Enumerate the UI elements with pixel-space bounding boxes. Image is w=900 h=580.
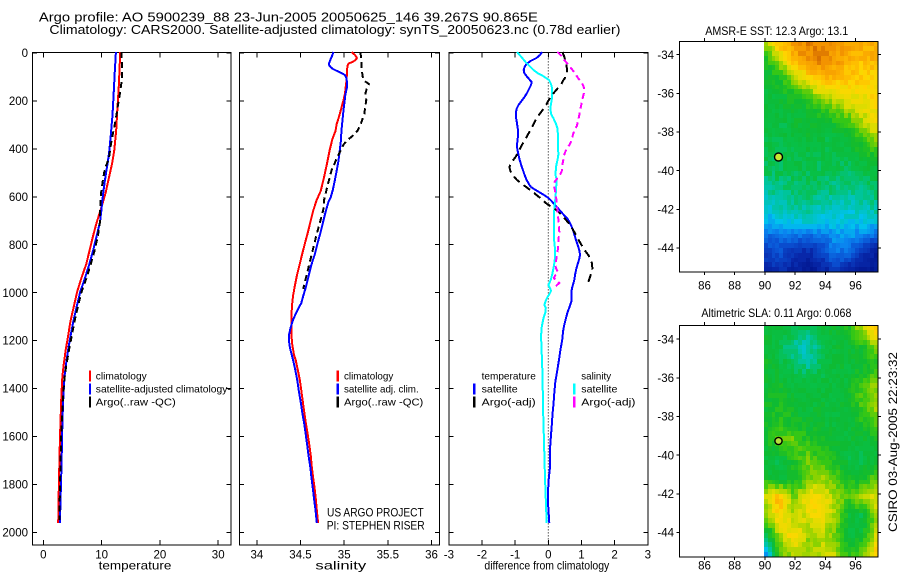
svg-text:36: 36 bbox=[425, 550, 438, 562]
svg-text:3: 3 bbox=[645, 550, 651, 562]
svg-text:96: 96 bbox=[849, 560, 862, 572]
svg-text:-42: -42 bbox=[657, 489, 674, 501]
svg-text:-1: -1 bbox=[510, 550, 520, 562]
svg-text:-34: -34 bbox=[657, 334, 674, 346]
svg-text:0: 0 bbox=[22, 48, 28, 60]
svg-text:-42: -42 bbox=[657, 204, 674, 216]
svg-text:-38: -38 bbox=[657, 412, 674, 424]
svg-text:-2: -2 bbox=[477, 550, 487, 562]
svg-text:-44: -44 bbox=[657, 528, 674, 540]
svg-text:94: 94 bbox=[819, 560, 832, 572]
svg-text:0: 0 bbox=[545, 550, 551, 562]
svg-text:92: 92 bbox=[789, 281, 802, 293]
svg-text:US ARGO PROJECT: US ARGO PROJECT bbox=[327, 506, 424, 520]
svg-text:1400: 1400 bbox=[2, 384, 28, 396]
svg-text:90: 90 bbox=[759, 560, 772, 572]
svg-text:salinity: salinity bbox=[315, 559, 366, 573]
svg-text:86: 86 bbox=[698, 560, 711, 572]
svg-text:1200: 1200 bbox=[2, 336, 28, 348]
svg-text:86: 86 bbox=[698, 281, 711, 293]
svg-text:1: 1 bbox=[578, 550, 584, 562]
svg-text:Altimetric SLA: 0.11 Argo: 0.0: Altimetric SLA: 0.11 Argo: 0.068 bbox=[701, 306, 851, 320]
svg-text:30: 30 bbox=[212, 550, 225, 562]
svg-text:0: 0 bbox=[40, 550, 46, 562]
svg-text:600: 600 bbox=[9, 192, 28, 204]
svg-text:-40: -40 bbox=[657, 166, 674, 178]
svg-text:94: 94 bbox=[819, 281, 832, 293]
svg-text:AMSR-E SST: 12.3 Argo: 13.1: AMSR-E SST: 12.3 Argo: 13.1 bbox=[705, 24, 848, 38]
svg-text:400: 400 bbox=[9, 144, 28, 156]
svg-text:34.5: 34.5 bbox=[289, 550, 311, 562]
svg-text:-36: -36 bbox=[657, 89, 674, 101]
svg-text:temperature: temperature bbox=[99, 559, 172, 573]
svg-text:satellite: satellite bbox=[581, 384, 617, 396]
svg-text:salinity: salinity bbox=[581, 371, 611, 383]
svg-text:2000: 2000 bbox=[2, 527, 28, 539]
svg-text:climatology: climatology bbox=[96, 371, 148, 383]
svg-text:Climatology: CARS2000. Satelli: Climatology: CARS2000. Satellite-adjuste… bbox=[49, 22, 620, 37]
svg-text:1000: 1000 bbox=[2, 288, 28, 300]
svg-text:-3: -3 bbox=[444, 550, 454, 562]
svg-text:satellite-adjusted climatology: satellite-adjusted climatology- bbox=[96, 384, 231, 396]
svg-text:35: 35 bbox=[338, 550, 351, 562]
svg-text:1600: 1600 bbox=[2, 432, 28, 444]
svg-text:88: 88 bbox=[728, 281, 741, 293]
svg-text:Argo profile: AO 5900239_88 23: Argo profile: AO 5900239_88 23-Jun-2005 … bbox=[39, 10, 538, 25]
svg-text:-44: -44 bbox=[657, 243, 674, 255]
svg-text:temperature: temperature bbox=[482, 371, 536, 383]
svg-text:-34: -34 bbox=[657, 50, 674, 62]
svg-text:-38: -38 bbox=[657, 127, 674, 139]
svg-text:difference from climatology: difference from climatology bbox=[484, 559, 609, 573]
svg-text:CSIRO 03-Aug-2005 22:23:32: CSIRO 03-Aug-2005 22:23:32 bbox=[888, 352, 900, 532]
svg-text:-40: -40 bbox=[657, 450, 674, 462]
svg-text:Argo(-adj): Argo(-adj) bbox=[482, 397, 536, 409]
svg-text:Argo(..raw -QC): Argo(..raw -QC) bbox=[344, 397, 423, 409]
svg-text:88: 88 bbox=[728, 560, 741, 572]
svg-text:PI: STEPHEN RISER: PI: STEPHEN RISER bbox=[327, 518, 425, 532]
svg-text:2: 2 bbox=[611, 550, 617, 562]
svg-text:200: 200 bbox=[9, 96, 28, 108]
svg-text:96: 96 bbox=[849, 281, 862, 293]
svg-text:800: 800 bbox=[9, 240, 28, 252]
svg-text:-36: -36 bbox=[657, 373, 674, 385]
svg-text:20: 20 bbox=[154, 550, 167, 562]
svg-text:92: 92 bbox=[789, 560, 802, 572]
svg-text:satellite: satellite bbox=[482, 384, 518, 396]
svg-text:Argo(..raw -QC): Argo(..raw -QC) bbox=[96, 397, 176, 409]
svg-text:34: 34 bbox=[251, 550, 264, 562]
svg-text:satellite adj. clim.: satellite adj. clim. bbox=[344, 384, 419, 396]
svg-text:35.5: 35.5 bbox=[377, 550, 399, 562]
svg-text:Argo(-adj): Argo(-adj) bbox=[581, 397, 635, 409]
svg-text:10: 10 bbox=[95, 550, 108, 562]
svg-text:climatology: climatology bbox=[344, 371, 394, 383]
svg-text:90: 90 bbox=[759, 281, 772, 293]
svg-text:1800: 1800 bbox=[2, 480, 28, 492]
